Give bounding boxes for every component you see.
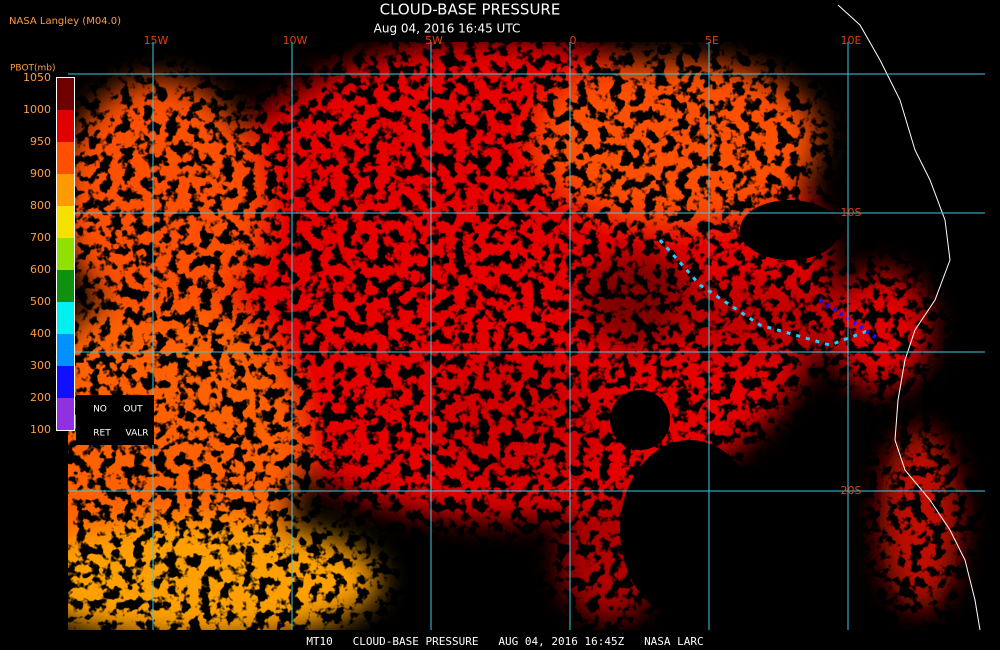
title: CLOUD-BASE PRESSURE	[380, 1, 561, 19]
legend-label: 700	[30, 231, 51, 244]
legend-label: 1000	[23, 103, 51, 116]
longitude-label: 10E	[841, 34, 862, 47]
legend-label: 300	[30, 359, 51, 372]
legend-label: 400	[30, 327, 51, 340]
legend-swatch	[57, 334, 74, 366]
latitude-label: 10S	[841, 206, 862, 219]
lat-lon-grid: 15W 10W 5W 0 5E 10E 10S 20S	[68, 34, 985, 630]
legend-label: 800	[30, 199, 51, 212]
legend-swatch	[57, 302, 74, 334]
legend-swatch	[57, 206, 74, 238]
longitude-label: 15W	[144, 34, 169, 47]
legend-swatch	[57, 238, 74, 270]
legend-swatch	[57, 110, 74, 142]
legend-swatch	[57, 142, 74, 174]
legend-label: 500	[30, 295, 51, 308]
legend-label: 1050	[23, 71, 51, 84]
legend-note-box	[76, 395, 154, 445]
color-legend: 1050 1000 950 900 800 700 600 500 400 300 200 100 NO…	[23, 71, 154, 445]
coastline	[837, 4, 981, 631]
source-label: NASA Langley (M04.0)	[9, 16, 121, 27]
legend-note: RET	[93, 429, 111, 439]
legend-label: 900	[30, 167, 51, 180]
subtitle: Aug 04, 2016 16:45 UTC	[374, 22, 521, 36]
footer: MT10 CLOUD-BASE PRESSURE AUG 04, 2016 16…	[306, 635, 703, 648]
legend-label: 950	[30, 135, 51, 148]
legend-note: NO	[93, 405, 107, 415]
legend-swatch	[57, 398, 74, 430]
legend-swatch	[57, 366, 74, 398]
legend-label: 600	[30, 263, 51, 276]
legend-label: 100	[30, 423, 51, 436]
longitude-label: 0	[570, 34, 577, 47]
legend-title: PBOT(mb)	[10, 64, 56, 74]
legend-note: OUT	[123, 405, 143, 415]
longitude-label: 5W	[425, 34, 443, 47]
cloud-imagery	[68, 42, 985, 630]
legend-label: 200	[30, 391, 51, 404]
longitude-label: 10W	[283, 34, 308, 47]
legend-swatch	[57, 270, 74, 302]
legend-swatch	[57, 174, 74, 206]
longitude-label: 5E	[705, 34, 719, 47]
latitude-label: 20S	[841, 484, 862, 497]
legend-note: VALR	[125, 429, 148, 439]
legend-swatch	[57, 78, 74, 110]
